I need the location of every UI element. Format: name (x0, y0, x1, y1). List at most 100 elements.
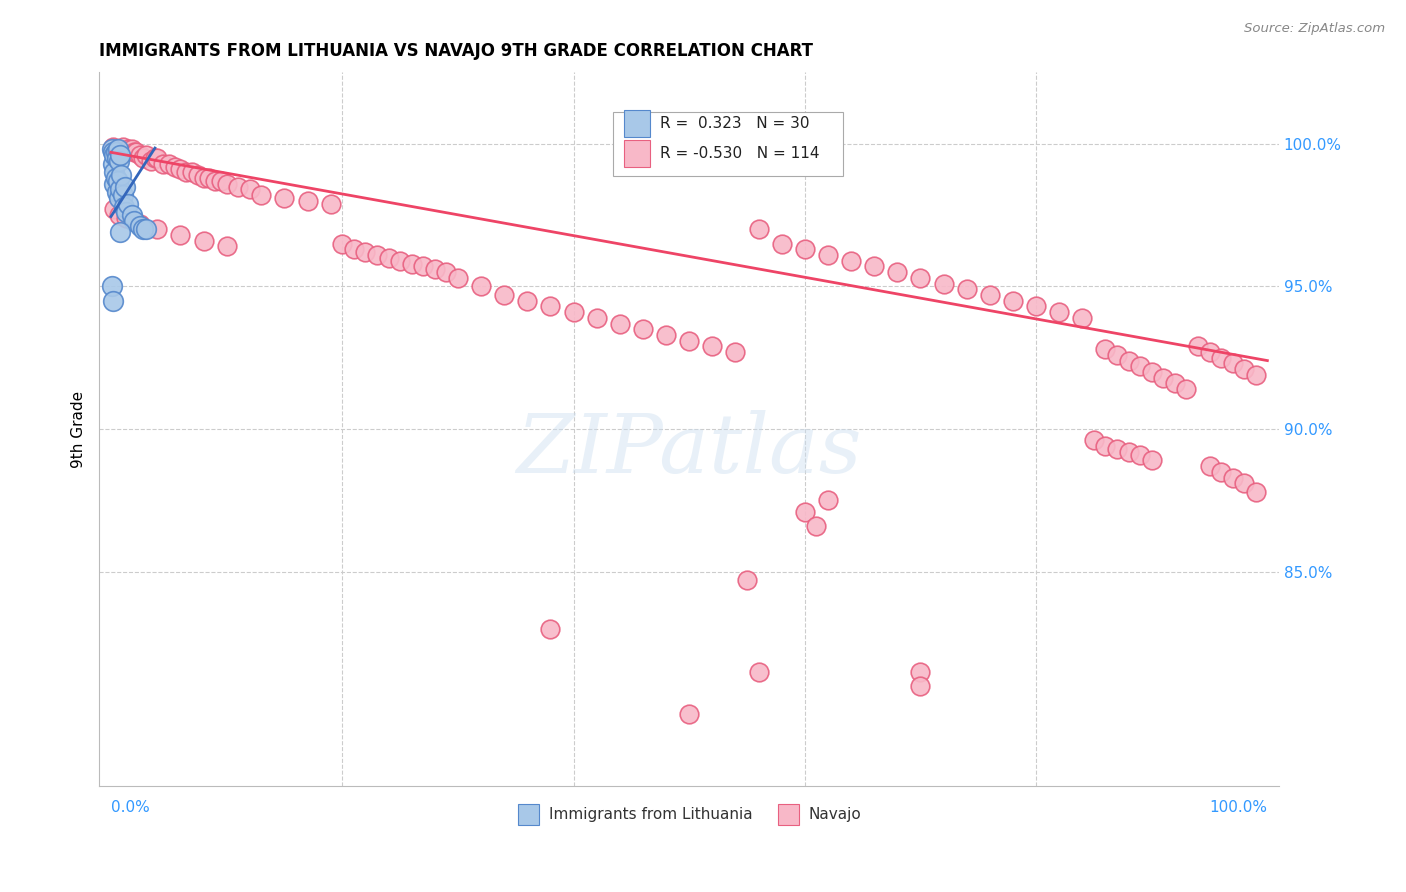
Point (187, 168, 209, 182)
Point (1244, 368, 1267, 382)
Point (319, 196, 342, 211)
Text: Immigrants from Lithuania: Immigrants from Lithuania (548, 806, 752, 822)
Point (354, 245, 377, 260)
Bar (519, 804, 540, 825)
Point (204, 174, 226, 188)
Point (979, 288, 1001, 302)
Point (115, 205, 138, 219)
Point (538, 299, 561, 313)
Point (1222, 356, 1244, 370)
Y-axis label: 9th Grade: 9th Grade (72, 391, 86, 467)
Point (494, 288, 516, 302)
Point (103, 145, 125, 160)
Text: 100.0%: 100.0% (1209, 800, 1267, 815)
Point (146, 151, 169, 165)
Point (1071, 310, 1094, 325)
Point (470, 279, 492, 293)
Point (111, 139, 134, 153)
Point (108, 153, 131, 168)
Point (910, 665, 932, 679)
Point (125, 145, 148, 160)
Point (101, 143, 124, 157)
Point (104, 145, 127, 160)
Point (103, 139, 125, 153)
Point (1140, 453, 1163, 467)
Point (110, 225, 132, 239)
Point (193, 234, 215, 248)
Point (678, 334, 700, 348)
Point (273, 191, 295, 205)
Text: R =  0.323   N = 30: R = 0.323 N = 30 (659, 116, 810, 130)
Point (146, 222, 169, 236)
Point (1094, 342, 1116, 356)
Point (129, 217, 152, 231)
Point (910, 679, 932, 693)
Point (297, 194, 319, 208)
Point (198, 171, 221, 186)
Point (103, 177, 125, 191)
Point (103, 293, 125, 308)
Point (1118, 353, 1140, 368)
Point (562, 305, 585, 319)
Point (121, 143, 143, 157)
Point (117, 143, 139, 157)
Point (169, 162, 191, 177)
Point (101, 279, 124, 293)
Point (103, 165, 125, 179)
Point (956, 282, 979, 296)
Point (108, 208, 131, 222)
Point (169, 228, 191, 243)
Point (1244, 484, 1267, 499)
Point (343, 243, 366, 257)
Point (209, 174, 232, 188)
Point (1209, 351, 1232, 365)
Point (932, 277, 955, 291)
Text: R = -0.530   N = 114: R = -0.530 N = 114 (659, 146, 820, 161)
Point (152, 157, 174, 171)
Point (793, 505, 815, 519)
Point (110, 148, 132, 162)
Point (377, 251, 399, 265)
Point (111, 188, 134, 202)
Point (250, 188, 273, 202)
Point (103, 202, 125, 217)
Point (181, 165, 204, 179)
Point (239, 182, 262, 196)
Point (1047, 305, 1070, 319)
Point (110, 148, 132, 162)
Point (631, 322, 654, 336)
Point (132, 222, 155, 236)
Point (1233, 476, 1256, 491)
Point (330, 236, 353, 251)
Point (412, 260, 434, 274)
Point (112, 200, 135, 214)
Point (863, 260, 886, 274)
Point (107, 174, 129, 188)
Point (401, 256, 423, 270)
Point (516, 293, 538, 308)
Point (121, 208, 143, 222)
Point (748, 222, 770, 236)
Point (107, 143, 129, 157)
Point (678, 707, 700, 722)
Point (157, 157, 180, 171)
Point (702, 339, 724, 353)
Point (1118, 445, 1140, 459)
Point (1152, 370, 1174, 384)
Point (114, 145, 136, 160)
Bar (613, 112, 842, 176)
Point (143, 151, 166, 165)
Point (724, 345, 747, 359)
Point (122, 214, 145, 228)
Text: 0.0%: 0.0% (111, 800, 150, 815)
Point (174, 165, 197, 179)
Point (103, 157, 125, 171)
Point (107, 143, 129, 157)
Point (141, 153, 163, 168)
Point (839, 253, 862, 268)
Point (193, 171, 215, 186)
Text: Source: ZipAtlas.com: Source: ZipAtlas.com (1244, 22, 1385, 36)
Point (117, 196, 139, 211)
Bar (778, 804, 799, 825)
Point (163, 160, 186, 174)
